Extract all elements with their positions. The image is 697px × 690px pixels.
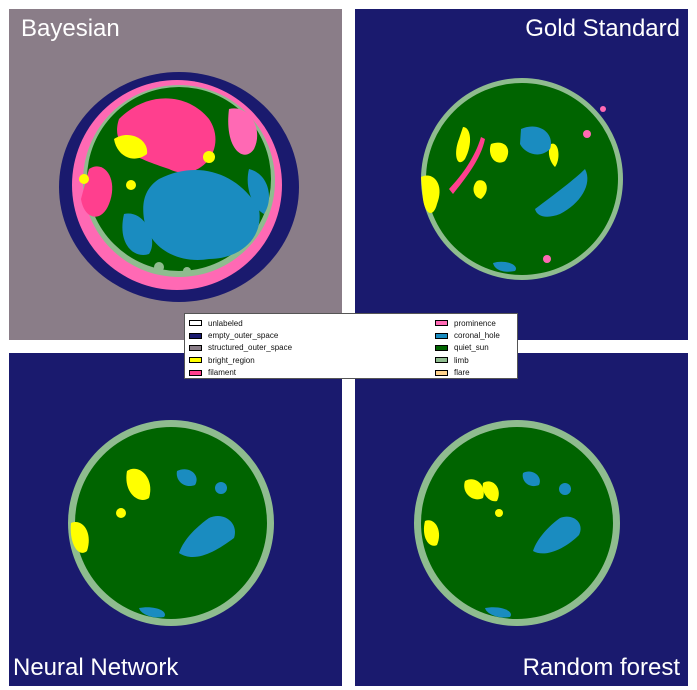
- legend-column-left: unlabeled empty_outer_space structured_o…: [189, 317, 292, 379]
- legend-item: quiet_sun: [435, 342, 500, 354]
- gold-standard-panel: Gold Standard: [355, 9, 688, 340]
- legend-item: limb: [435, 354, 500, 366]
- legend-label: coronal_hole: [454, 331, 500, 341]
- legend-swatch: [435, 369, 448, 376]
- legend-column-right: prominence coronal_hole quiet_sun limb f…: [435, 317, 500, 379]
- bayesian-title: Bayesian: [21, 15, 120, 42]
- neural-network-panel: Neural Network: [9, 353, 342, 686]
- legend-swatch: [189, 320, 202, 327]
- legend-item: bright_region: [189, 354, 292, 366]
- neural-network-segmentation-image: [9, 353, 342, 686]
- bayesian-panel: Bayesian: [9, 9, 342, 340]
- legend-item: structured_outer_space: [189, 342, 292, 354]
- legend-label: empty_outer_space: [208, 331, 279, 341]
- neural-network-title: Neural Network: [13, 654, 179, 681]
- legend-swatch: [435, 344, 448, 351]
- legend-swatch: [435, 332, 448, 339]
- bayesian-segmentation-image: [9, 9, 342, 340]
- legend-label: flare: [454, 368, 470, 378]
- legend-item: prominence: [435, 317, 500, 329]
- legend-item: flare: [435, 367, 500, 379]
- legend: unlabeled empty_outer_space structured_o…: [184, 313, 518, 379]
- legend-label: unlabeled: [208, 318, 243, 328]
- legend-swatch: [189, 357, 202, 364]
- legend-swatch: [435, 320, 448, 327]
- legend-item: filament: [189, 367, 292, 379]
- legend-swatch: [435, 357, 448, 364]
- legend-label: bright_region: [208, 355, 255, 365]
- legend-label: prominence: [454, 318, 496, 328]
- legend-swatch: [189, 332, 202, 339]
- legend-item: unlabeled: [189, 317, 292, 329]
- legend-item: coronal_hole: [435, 329, 500, 341]
- legend-label: filament: [208, 368, 237, 378]
- legend-swatch: [189, 344, 202, 351]
- random-forest-panel: Random forest: [355, 353, 688, 686]
- gold-standard-title: Gold Standard: [525, 15, 680, 42]
- random-forest-segmentation-image: [355, 353, 688, 686]
- gold-standard-segmentation-image: [355, 9, 688, 340]
- legend-label: structured_outer_space: [208, 343, 293, 353]
- legend-label: limb: [454, 355, 469, 365]
- random-forest-title: Random forest: [522, 654, 680, 681]
- legend-item: empty_outer_space: [189, 329, 292, 341]
- legend-swatch: [189, 369, 202, 376]
- legend-label: quiet_sun: [454, 343, 489, 353]
